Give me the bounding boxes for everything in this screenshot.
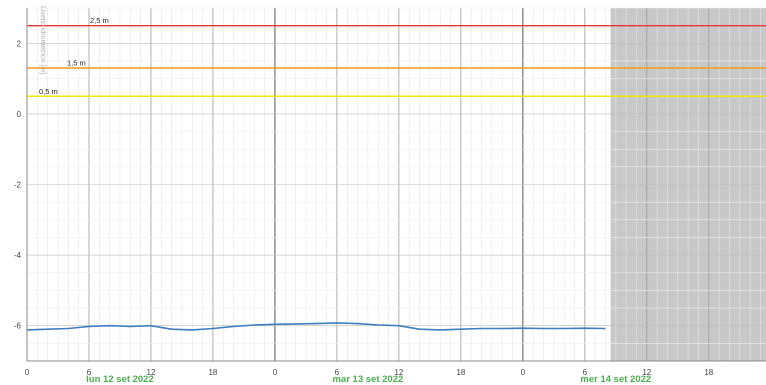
day-label: lun 12 set 2022 [86, 374, 154, 385]
y-tick-label: -2 [14, 181, 22, 190]
threshold-label: 2,5 m [90, 16, 109, 25]
threshold-lines: 2,5 m 1,5 m 0,5 m [27, 16, 766, 97]
y-tick-label: -6 [14, 322, 22, 331]
threshold-label: 1,5 m [67, 59, 86, 68]
x-tick-labels: 0 6 12 18 0 6 12 18 0 6 12 18 [25, 368, 714, 377]
x-tick-label: 6 [583, 368, 588, 377]
day-label: mar 13 set 2022 [332, 374, 403, 385]
series-layer [26, 322, 606, 331]
y-tick-label: -4 [14, 251, 22, 260]
x-tick-label: 0 [521, 368, 526, 377]
y-tick-labels: -6 -4 -2 0 2 [14, 39, 22, 330]
y-tick-label: 0 [17, 110, 22, 119]
x-tick-label: 12 [147, 368, 156, 377]
x-tick-label: 12 [642, 368, 651, 377]
y-tick-label: 2 [17, 39, 22, 48]
grid-lines [26, 7, 766, 362]
x-tick-label: 6 [87, 368, 92, 377]
x-tick-label: 12 [394, 368, 403, 377]
x-tick-label: 18 [704, 368, 713, 377]
day-labels: lun 12 set 2022 mar 13 set 2022 mer 14 set… [86, 374, 651, 385]
x-tick-label: 0 [25, 368, 30, 377]
x-tick-label: 0 [273, 368, 278, 377]
x-tick-label: 18 [456, 368, 465, 377]
threshold-label: 0,5 m [39, 87, 58, 96]
series-line [26, 322, 606, 331]
x-tick-label: 18 [208, 368, 217, 377]
y-axis-label: Livello idrometrico [m] [39, 6, 46, 74]
x-tick-label: 6 [335, 368, 340, 377]
day-label: mer 14 set 2022 [580, 374, 651, 385]
